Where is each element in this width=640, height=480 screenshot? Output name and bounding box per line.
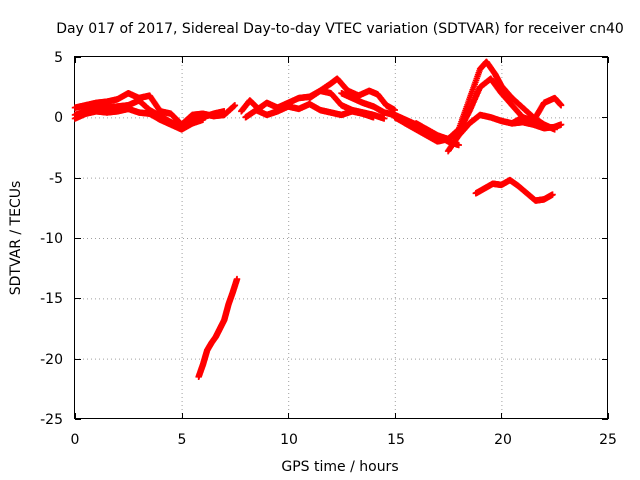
x-tick-label: 20 <box>494 432 512 448</box>
y-tick-label: -15 <box>40 291 63 307</box>
data-points <box>72 59 564 380</box>
x-tick-label: 5 <box>178 432 187 448</box>
series-track-l <box>473 177 556 204</box>
x-tick-label: 25 <box>599 432 617 448</box>
x-tick-label: 0 <box>71 432 80 448</box>
y-tick-label: -20 <box>40 352 63 368</box>
x-tick-label: 15 <box>387 432 405 448</box>
y-tick-label: -25 <box>40 412 63 428</box>
series-track-m <box>195 276 240 380</box>
y-tick-label: -10 <box>40 231 63 247</box>
y-tick-label: 5 <box>54 50 63 66</box>
x-tick-label: 10 <box>280 432 298 448</box>
y-tick-label: -5 <box>49 171 63 187</box>
y-tick-label: 0 <box>54 110 63 126</box>
x-axis-label: GPS time / hours <box>281 459 398 475</box>
chart-container: Day 017 of 2017, Sidereal Day-to-day VTE… <box>0 0 640 480</box>
y-axis-label: SDTVAR / TECUs <box>8 181 24 296</box>
chart-title: Day 017 of 2017, Sidereal Day-to-day VTE… <box>56 21 624 37</box>
chart-svg: Day 017 of 2017, Sidereal Day-to-day VTE… <box>0 0 640 480</box>
